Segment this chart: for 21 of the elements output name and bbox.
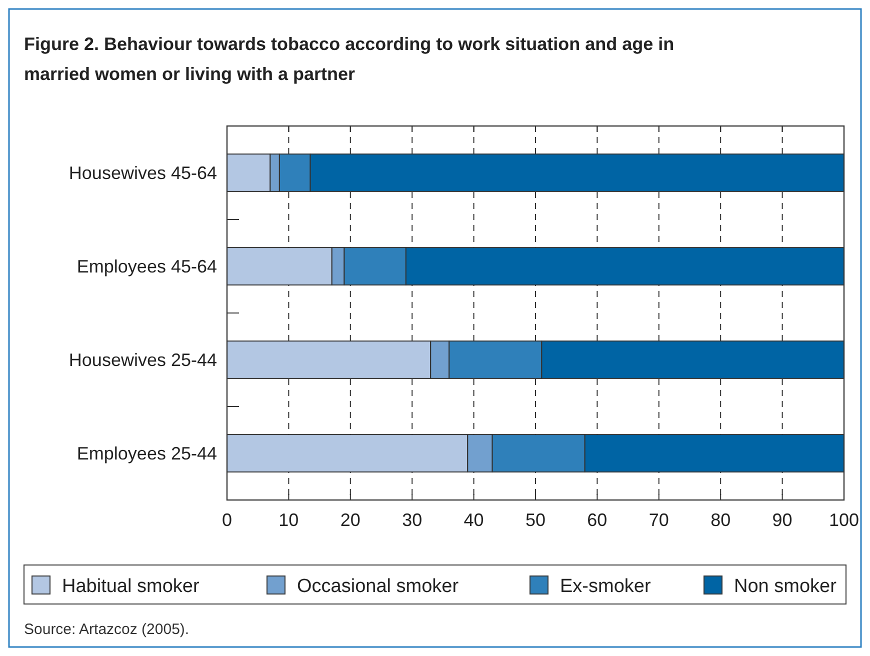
y-tick-label: Housewives 25-44 [68,350,217,370]
chart-title: Figure 2. Behaviour towards tobacco according to work situation and age in married women or living with a partner [24,34,674,84]
x-tick-label: 60 [587,510,608,530]
legend-label: Ex-smoker [560,576,652,597]
y-tick-label: Employees 45-64 [76,256,217,276]
y-tick-label: Employees 25-44 [76,443,217,464]
x-tick-label: 100 [828,510,860,530]
x-tick-label: 50 [525,510,546,530]
legend-label: Occasional smoker [297,576,460,597]
x-tick-label: 20 [340,510,360,530]
x-tick-label: 40 [464,510,484,530]
y-tick-label: Housewives 45-64 [68,162,217,183]
x-tick-label: 0 [222,510,232,530]
legend-label: Non smoker [734,576,838,597]
x-tick-label: 10 [278,510,299,530]
source-note: Source: Artazcoz (2005). [24,621,190,638]
x-tick-label: 30 [402,510,422,530]
legend-label: Habitual smoker [62,576,200,597]
x-tick-label: 70 [648,510,669,530]
x-tick-label: 90 [772,510,792,530]
x-tick-label: 80 [710,510,731,530]
